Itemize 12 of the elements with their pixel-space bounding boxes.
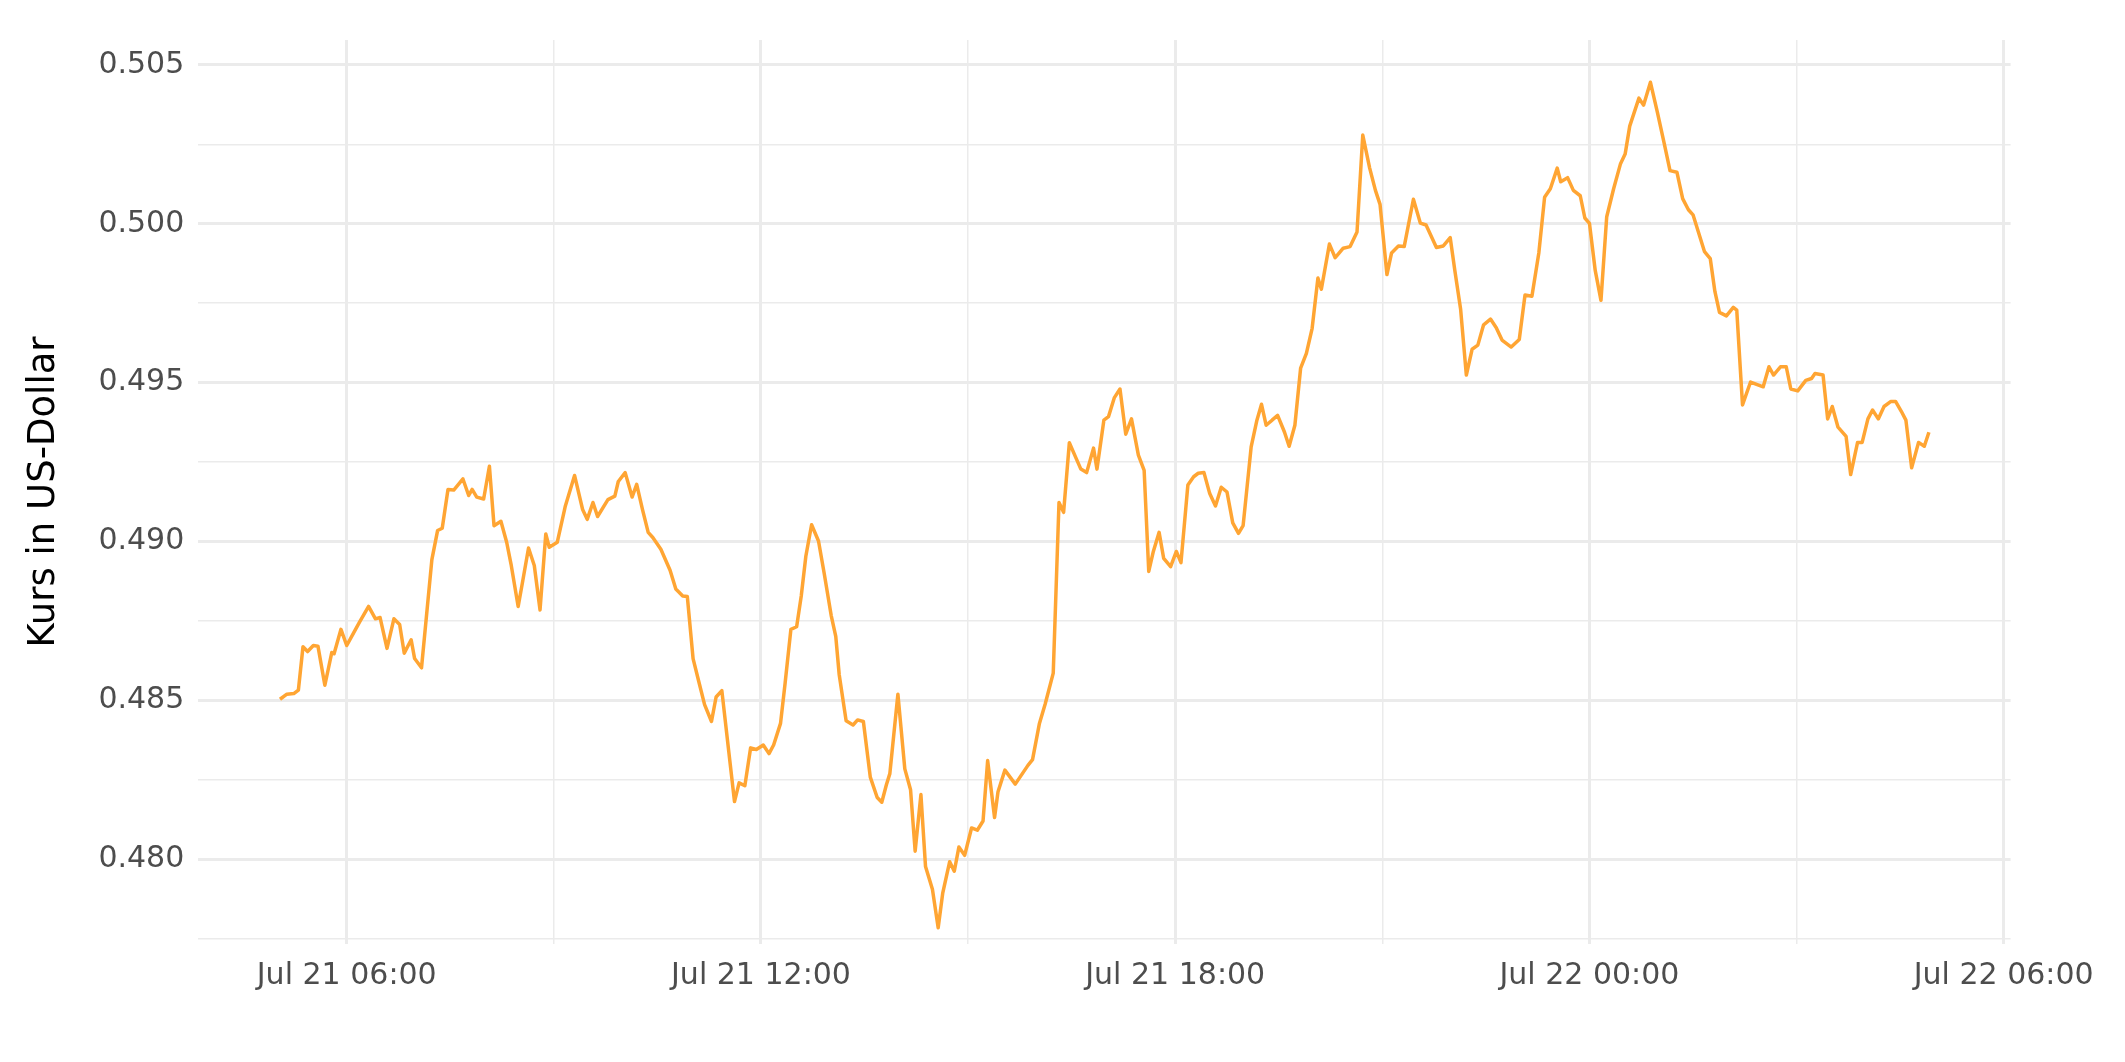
y-tick-label: 0.505 <box>98 44 185 80</box>
y-tick-label: 0.490 <box>98 521 185 557</box>
x-tick-label: Jul 21 06:00 <box>254 955 437 991</box>
y-tick-label: 0.485 <box>98 680 185 716</box>
x-tick-label: Jul 22 00:00 <box>1497 955 1680 991</box>
x-tick-label: Jul 21 18:00 <box>1083 955 1266 991</box>
y-axis-title: Kurs in US-Dollar <box>19 335 63 648</box>
y-tick-label: 0.480 <box>98 839 185 875</box>
x-tick-label: Jul 21 12:00 <box>669 955 851 991</box>
y-tick-label: 0.500 <box>98 203 185 239</box>
x-tick-label: Jul 22 06:00 <box>1911 955 2094 991</box>
y-tick-label: 0.495 <box>98 362 185 398</box>
